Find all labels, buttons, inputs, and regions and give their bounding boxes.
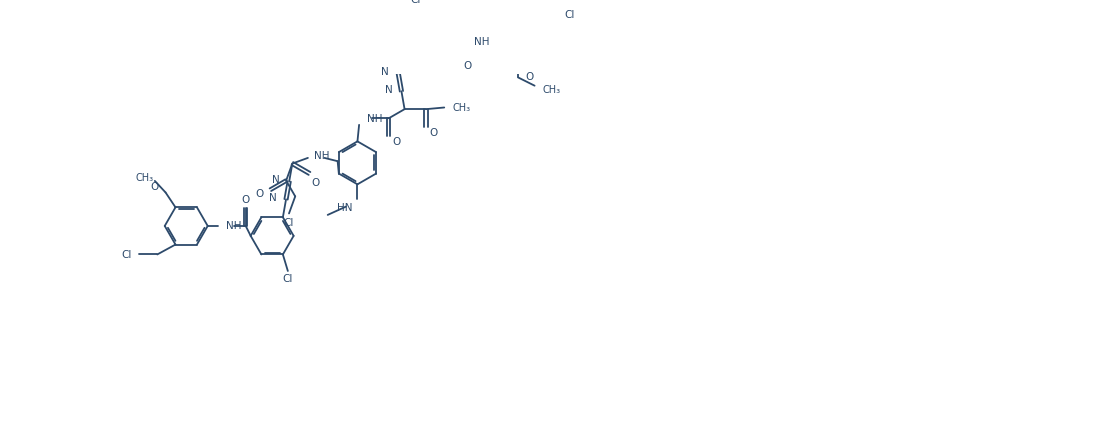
Text: O: O [464, 61, 472, 71]
Text: Cl: Cl [410, 0, 421, 5]
Text: N: N [269, 192, 276, 203]
Text: CH₃: CH₃ [543, 85, 561, 95]
Text: O: O [392, 137, 400, 147]
Text: Cl: Cl [564, 10, 575, 20]
Text: O: O [241, 195, 250, 205]
Text: HN: HN [337, 202, 352, 212]
Text: Cl: Cl [284, 217, 294, 227]
Text: NH: NH [226, 221, 241, 230]
Text: CH₃: CH₃ [136, 172, 154, 182]
Text: O: O [256, 189, 263, 199]
Text: NH: NH [474, 37, 489, 46]
Text: O: O [525, 71, 534, 82]
Text: N: N [385, 85, 393, 95]
Text: N: N [382, 67, 389, 77]
Text: O: O [429, 128, 438, 138]
Text: Cl: Cl [122, 250, 132, 260]
Text: Cl: Cl [283, 274, 293, 284]
Text: NH: NH [315, 151, 330, 161]
Text: NH: NH [367, 114, 383, 124]
Text: CH₃: CH₃ [452, 102, 471, 112]
Text: O: O [312, 177, 319, 187]
Text: O: O [150, 181, 159, 191]
Text: N: N [272, 175, 280, 184]
